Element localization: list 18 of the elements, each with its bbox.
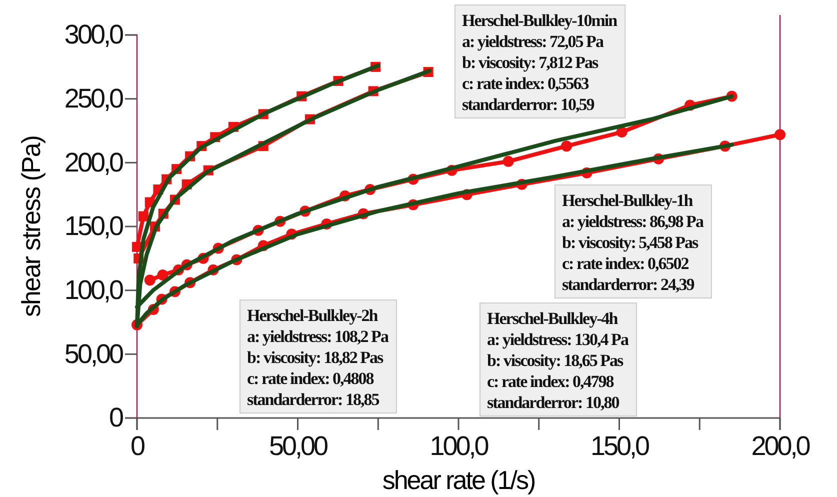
y-axis-title: shear stress (Pa): [16, 136, 46, 317]
annotation: Herschel-Bulkley-1h a: yieldstress: 86,98 Pa b: viscosity: 5,458 Pas c: rate index: 0,6502 standarderror: 24,39: [562, 191, 704, 294]
x-tick-label: 200,0: [751, 431, 810, 462]
y-tick-label: 50,00: [64, 338, 123, 369]
y-tick-label: 250,0: [64, 83, 123, 114]
y-tick-label: 200,0: [64, 147, 123, 178]
x-tick-label: 100,0: [430, 431, 488, 462]
y-tick-label: 0: [108, 402, 123, 433]
x-tick-label: 150,0: [590, 431, 650, 462]
annotation: Herschel-Bulkley-4h a: yieldstress: 130,4 Pa b: viscosity: 18,65 Pas c: rate index: 0,4798 standarderror: 10,80: [487, 309, 630, 412]
x-tick-label: 50,00: [268, 431, 328, 462]
y-tick-label: 150,0: [64, 211, 123, 242]
y-tick-label: 100,0: [64, 274, 123, 305]
x-tick-label: 0: [130, 431, 144, 462]
annotation: Herschel-Bulkley-2h a: yieldstress: 108,2 Pa b: viscosity: 18,82 Pas c: rate index: 0,4808 standarderror: 18,85: [247, 306, 390, 409]
annotation: Herschel-Bulkley-10min a: yieldstress: 72,05 Pa b: viscosity: 7,812 Pas c: rate index: 0,5563 standarderror: 10,59: [462, 11, 618, 114]
x-axis-title: shear rate (1/s): [382, 465, 536, 495]
y-tick-label: 300,0: [64, 20, 123, 50]
